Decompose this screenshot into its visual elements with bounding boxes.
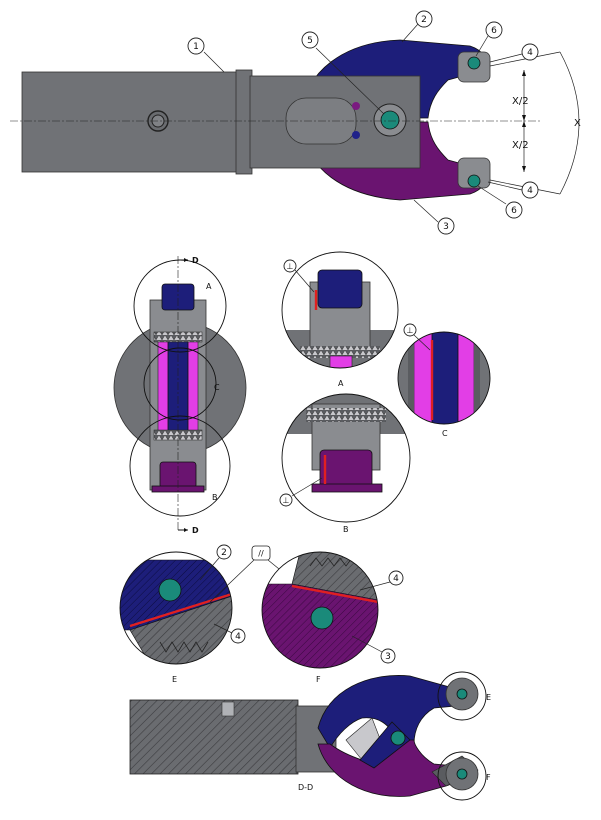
upper-tip-pin: [467, 56, 481, 70]
detail-f-circle: [437, 751, 487, 801]
caption-detail-f: F: [316, 675, 321, 684]
section-upper-jaw: [317, 675, 461, 749]
detail-a: ⊥ A: [281, 251, 399, 388]
balloon-5: 5: [307, 36, 313, 46]
detail-a-tolerance: ⊥: [287, 262, 294, 271]
purple-indicator-dot: [352, 102, 360, 110]
dim-full: X: [574, 118, 581, 129]
pivot-pin: [380, 110, 400, 130]
detail-e: 2 4 E: [119, 544, 246, 684]
balloon-3: 3: [443, 222, 449, 232]
detail-e-balloon-4: 4: [235, 632, 241, 642]
section-mark-d-top: D: [192, 256, 199, 265]
section-d-d: E F D-D: [129, 671, 491, 801]
dimension-set: X/2 X/2 X: [489, 51, 581, 195]
caption-detail-e: E: [172, 675, 177, 684]
detail-f-balloon-4: 4: [393, 574, 399, 584]
lower-tip-pad: [457, 157, 491, 189]
handle-body: [21, 71, 241, 173]
lower-tip-pin: [467, 174, 481, 188]
parallel-symbol: //: [258, 549, 264, 558]
detail-b-tolerance: ⊥: [283, 496, 290, 505]
detail-f: 4 3 F: [261, 551, 404, 684]
dim-half-bottom: X/2: [512, 140, 529, 151]
caption-detail-c: C: [442, 429, 448, 438]
balloon-1: 1: [193, 42, 199, 52]
marker-c: C: [214, 383, 220, 392]
section-view: A B C D D: [113, 256, 247, 535]
detail-c: ⊥ C: [397, 323, 491, 438]
section-mark-d-bottom: D: [192, 526, 199, 535]
caption-detail-a: A: [338, 379, 344, 388]
detail-c-circle: [143, 347, 217, 421]
balloon-2: 2: [421, 15, 427, 25]
detail-b: ⊥ B: [279, 393, 411, 534]
marker-a: A: [206, 282, 212, 291]
detail-b-circle: [129, 415, 231, 517]
dim-half-top: X/2: [512, 96, 529, 107]
detail-e-balloon-2: 2: [221, 548, 227, 558]
balloon-4-top: 4: [527, 48, 533, 58]
assembly-view: X/2 X/2 X 1 2 5 6 4 4 6 3: [10, 10, 581, 235]
balloon-6-bottom: 6: [511, 206, 517, 216]
marker-f: F: [486, 773, 491, 782]
detail-f-balloon-3: 3: [385, 652, 391, 662]
marker-b: B: [212, 493, 218, 502]
handle-section: [129, 699, 299, 775]
balloon-4-bottom: 4: [527, 186, 533, 196]
detail-e-circle: [437, 671, 487, 721]
caption-detail-b: B: [343, 525, 349, 534]
blue-indicator-dot: [352, 131, 360, 139]
marker-e: E: [486, 693, 491, 702]
caption-section-dd: D-D: [298, 783, 313, 792]
balloon-6-top: 6: [491, 26, 497, 36]
detail-c-tolerance: ⊥: [407, 326, 414, 335]
